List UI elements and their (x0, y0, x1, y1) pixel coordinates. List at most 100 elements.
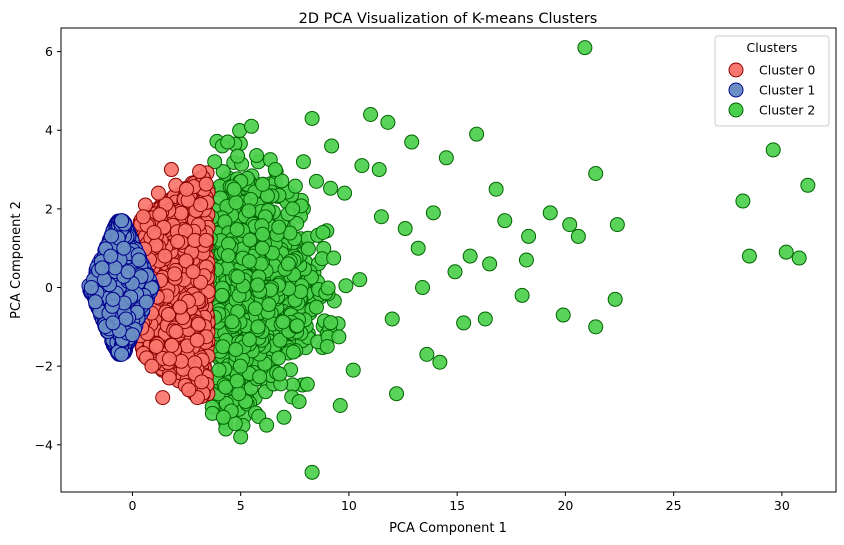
cluster-2-point (425, 205, 441, 221)
cluster-0-point (148, 339, 164, 355)
cluster-2-point (231, 386, 247, 402)
cluster-2-point (304, 110, 320, 126)
cluster-0-point (172, 299, 188, 315)
cluster-0-point (163, 162, 179, 178)
cluster-0-point (161, 351, 177, 367)
cluster-2-point (271, 350, 287, 366)
cluster-2-point (250, 277, 266, 293)
cluster-1-point (120, 264, 136, 280)
cluster-2-point (300, 241, 316, 257)
cluster-2-point (241, 332, 257, 348)
cluster-0-point (155, 390, 171, 406)
x-tick-label: 20 (557, 498, 573, 513)
cluster-2-point (299, 376, 315, 392)
cluster-2-point (415, 280, 431, 296)
cluster-2-point (255, 226, 271, 242)
cluster-2-point (518, 252, 534, 268)
cluster-2-point (331, 329, 347, 345)
cluster-0-point (189, 332, 205, 348)
legend-label: Cluster 2 (759, 103, 815, 118)
cluster-2-point (261, 297, 277, 313)
cluster-2-point (244, 118, 260, 134)
cluster-2-point (323, 180, 339, 196)
cluster-2-point (609, 217, 625, 233)
cluster-2-point (255, 176, 271, 192)
cluster-2-point (482, 256, 498, 272)
cluster-2-point (462, 248, 478, 264)
cluster-1-point (105, 291, 121, 307)
cluster-0-point (194, 374, 210, 390)
cluster-0-point (173, 205, 189, 221)
cluster-2-point (741, 248, 757, 264)
y-axis: −4 −2 0 2 4 6 (35, 44, 61, 452)
cluster-1-point (83, 280, 99, 296)
cluster-2-point (271, 219, 287, 235)
cluster-2-point (497, 213, 513, 229)
cluster-2-point (607, 291, 623, 307)
cluster-0-point (164, 337, 180, 353)
cluster-2-point (791, 250, 807, 266)
cluster-2-point (276, 409, 292, 425)
cluster-0-point (146, 224, 162, 240)
cluster-1-point (105, 315, 121, 331)
x-axis-label: PCA Component 1 (389, 521, 507, 536)
y-tick-label: −2 (35, 359, 53, 374)
cluster-2-point (521, 228, 537, 244)
cluster-2-point (432, 354, 448, 370)
cluster-2-point (226, 181, 242, 197)
cluster-2-point (280, 256, 296, 272)
cluster-2-point (410, 240, 426, 256)
cluster-2-point (230, 148, 246, 164)
x-axis: 0 5 10 15 20 25 30 (128, 492, 790, 513)
cluster-2-point (232, 358, 248, 374)
cluster-2-point (337, 185, 353, 201)
cluster-2-point (319, 339, 335, 355)
cluster-2-point (397, 221, 413, 237)
cluster-0-point (150, 185, 166, 201)
legend-label: Cluster 0 (759, 63, 815, 78)
cluster-0-point (168, 324, 184, 340)
cluster-2-point (214, 287, 230, 303)
cluster-1-point (116, 240, 132, 256)
cluster-2-point (254, 240, 270, 256)
cluster-2-point (259, 417, 275, 433)
cluster-2-point (456, 315, 472, 331)
cluster-2-point (249, 148, 265, 164)
cluster-2-point (338, 278, 354, 294)
cluster-0-point (181, 382, 197, 398)
cluster-2-point (295, 154, 311, 170)
cluster-2-point (380, 114, 396, 130)
cluster-2-point (562, 217, 578, 233)
cluster-2-point (272, 366, 288, 382)
cluster-2-point (324, 138, 340, 154)
cluster-2-point (233, 429, 249, 445)
cluster-2-point (241, 203, 257, 219)
cluster-1-point (131, 252, 147, 268)
cluster-1-point (114, 346, 130, 362)
cluster-2-point (287, 178, 303, 194)
cluster-0-point (157, 248, 173, 264)
cluster-2-point (323, 315, 339, 331)
cluster-2-point (352, 272, 368, 288)
cluster-1-point (94, 260, 110, 276)
x-tick-label: 30 (774, 498, 790, 513)
cluster-2-point (488, 181, 504, 197)
cluster-0-point (198, 176, 214, 192)
cluster-2-point (320, 280, 336, 296)
cluster-2-point (247, 301, 263, 317)
cluster-2-point (267, 162, 283, 178)
cluster-2-point (291, 394, 307, 410)
cluster-0-point (185, 264, 201, 280)
cluster-2-point (419, 346, 435, 362)
points-layer (81, 40, 816, 480)
cluster-1-point (103, 248, 119, 264)
cluster-2-point (588, 319, 604, 335)
cluster-0-point (170, 234, 186, 250)
cluster-2-point (215, 339, 231, 355)
cluster-0-point (161, 370, 177, 386)
y-tick-label: 2 (45, 201, 53, 216)
cluster-0-point (135, 209, 151, 225)
cluster-2-point (389, 386, 405, 402)
cluster-2-point (275, 314, 291, 330)
legend-marker (728, 82, 744, 98)
